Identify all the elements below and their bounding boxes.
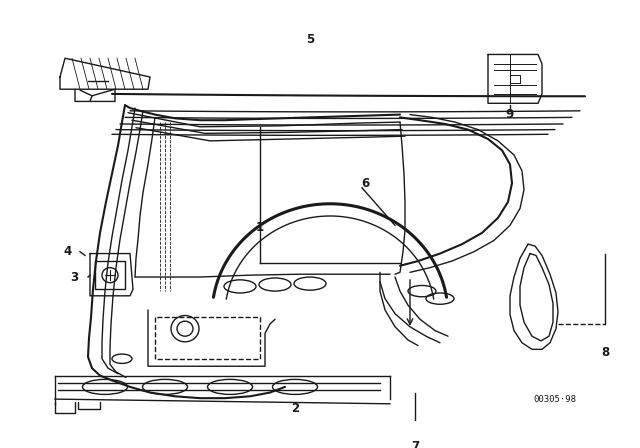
Text: 9: 9 xyxy=(506,108,514,121)
Text: 8: 8 xyxy=(601,346,609,359)
Text: 5: 5 xyxy=(306,33,314,46)
Text: 7: 7 xyxy=(411,439,419,448)
Text: 1: 1 xyxy=(256,221,264,234)
Text: 6: 6 xyxy=(361,177,369,190)
Text: 00305·98: 00305·98 xyxy=(534,395,577,404)
Text: 4: 4 xyxy=(64,245,72,258)
Text: 2: 2 xyxy=(291,402,299,415)
Text: 3: 3 xyxy=(70,271,78,284)
